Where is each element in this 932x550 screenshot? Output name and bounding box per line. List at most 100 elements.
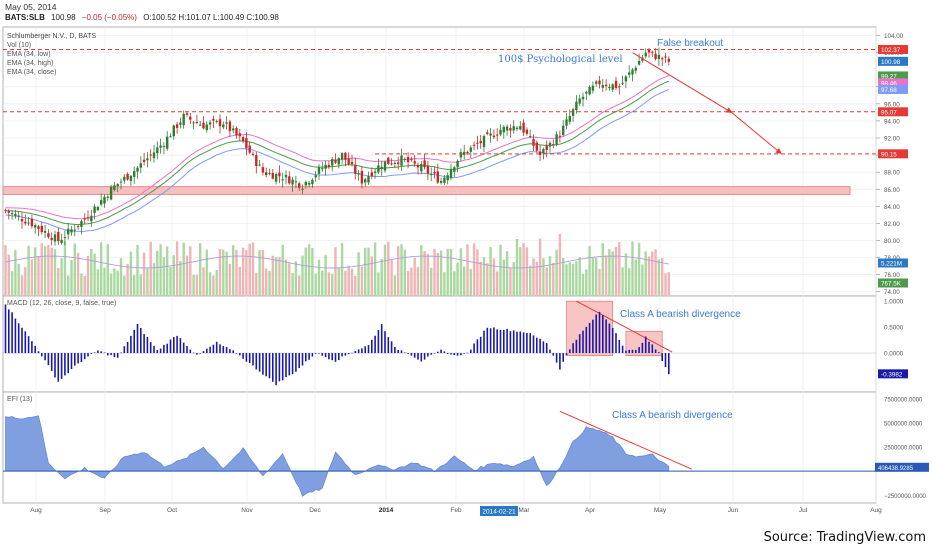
candle-body	[423, 160, 426, 168]
candle-body	[298, 183, 301, 188]
candle-body	[496, 134, 499, 136]
candle-body	[436, 171, 439, 183]
candle-body	[169, 136, 172, 138]
macd-bar	[126, 341, 129, 354]
candle-body	[291, 179, 294, 185]
macd-bar	[641, 342, 644, 354]
ema-high-line	[5, 75, 669, 220]
volume-bar	[40, 243, 43, 296]
macd-bar	[644, 336, 647, 354]
volume-bar	[654, 249, 657, 296]
time-tick-label: May	[654, 507, 667, 514]
macd-bar	[361, 348, 363, 354]
candle-body	[364, 179, 367, 183]
volume-bar	[611, 251, 614, 296]
volume-bar	[449, 248, 453, 296]
volume-bar	[278, 256, 281, 296]
macd-bar	[410, 353, 413, 356]
volume-bar	[340, 243, 344, 296]
candle-body	[512, 126, 515, 131]
candle-body	[595, 81, 598, 84]
macd-bar	[532, 335, 535, 354]
macd-bar	[493, 327, 495, 354]
volume-bar	[14, 249, 17, 296]
candle-body	[93, 206, 96, 213]
candle-body	[7, 210, 10, 213]
candle-body	[53, 234, 57, 242]
macd-bar	[413, 353, 416, 358]
macd-bar	[305, 353, 307, 362]
main-pane[interactable]	[2, 26, 877, 297]
candle-body	[406, 157, 410, 163]
price-badge	[878, 85, 908, 95]
macd-bar	[321, 353, 324, 356]
macd-bar	[506, 328, 508, 354]
macd-pane[interactable]	[2, 295, 877, 393]
price-badge	[878, 107, 908, 117]
volume-bar	[106, 244, 109, 296]
volume-bar	[367, 247, 370, 296]
volume-bar	[90, 249, 93, 296]
macd-bar	[420, 353, 423, 362]
volume-bar	[430, 267, 433, 296]
efi-pane[interactable]	[2, 391, 877, 504]
candle-body	[357, 173, 360, 175]
candle-body	[354, 164, 357, 174]
macd-bar	[199, 353, 201, 354]
candle-body	[334, 159, 337, 163]
volume-bar	[24, 266, 27, 296]
candle-body	[581, 96, 585, 100]
macd-bar	[192, 352, 195, 354]
support-zone-rect	[2, 186, 851, 195]
candle-body	[86, 217, 90, 219]
volume-bar	[397, 246, 400, 296]
volume-bar	[20, 275, 24, 296]
candle-body	[63, 237, 67, 239]
volume-bar	[532, 258, 535, 296]
candle-body	[179, 122, 182, 125]
candle-body	[558, 135, 562, 137]
volume-bar	[100, 242, 103, 296]
volume-bar	[314, 273, 317, 296]
volume-bar	[235, 249, 238, 296]
candle-body	[611, 84, 614, 90]
candle-body	[195, 121, 199, 123]
volume-bar	[321, 270, 324, 296]
volume-bar	[53, 249, 57, 296]
volume-bar	[70, 259, 73, 296]
volume-bar	[142, 252, 146, 296]
candle-body	[67, 228, 70, 235]
volume-bar	[50, 247, 53, 296]
macd-bar	[476, 339, 479, 354]
volume-bar	[538, 238, 542, 296]
candle-body	[529, 136, 532, 138]
macd-bar	[417, 353, 419, 360]
volume-bar	[103, 267, 106, 296]
candle-body	[57, 231, 60, 242]
macd-bar	[268, 353, 271, 379]
volume-bar	[284, 259, 288, 296]
candle-body	[14, 214, 17, 217]
candle-body	[123, 176, 126, 181]
candle-body	[367, 176, 370, 183]
candle-body	[373, 171, 377, 173]
macd-bar	[173, 337, 175, 354]
volume-bar	[274, 257, 278, 296]
volume-bar	[604, 255, 608, 296]
candle-body	[466, 151, 469, 153]
candle-body	[443, 177, 446, 183]
macd-bar	[34, 345, 36, 354]
candle-body	[403, 159, 406, 161]
candle-body	[90, 215, 93, 222]
volume-bar	[241, 247, 245, 296]
macd-tick-label: 0.5000	[884, 325, 904, 332]
candle-body	[327, 164, 331, 167]
volume-bar	[631, 241, 634, 296]
candle-body	[37, 226, 40, 229]
macd-bar	[50, 353, 53, 371]
volume-bar	[331, 273, 334, 296]
volume-bar	[301, 255, 304, 296]
macd-bar	[262, 353, 264, 375]
time-tick-label: 2014	[379, 507, 394, 514]
